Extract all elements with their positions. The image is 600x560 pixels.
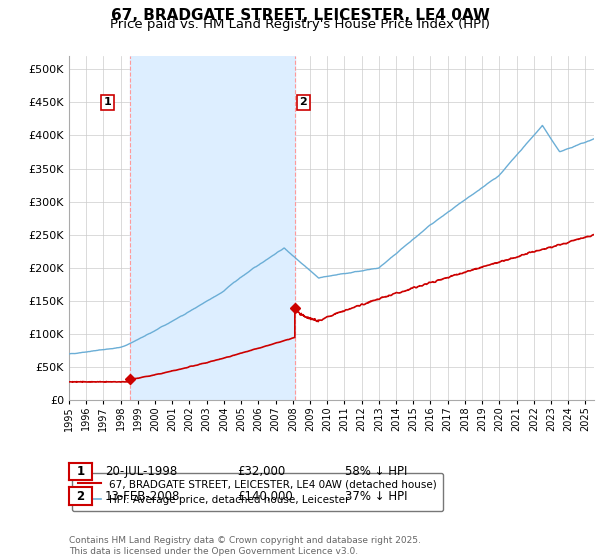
Text: Contains HM Land Registry data © Crown copyright and database right 2025.
This d: Contains HM Land Registry data © Crown c… bbox=[69, 536, 421, 556]
Text: £32,000: £32,000 bbox=[237, 465, 285, 478]
Text: 20-JUL-1998: 20-JUL-1998 bbox=[105, 465, 177, 478]
Text: £140,000: £140,000 bbox=[237, 489, 293, 503]
Text: 1: 1 bbox=[104, 97, 112, 108]
Text: 67, BRADGATE STREET, LEICESTER, LE4 0AW: 67, BRADGATE STREET, LEICESTER, LE4 0AW bbox=[110, 8, 490, 24]
Text: 2: 2 bbox=[76, 489, 85, 503]
Text: 58% ↓ HPI: 58% ↓ HPI bbox=[345, 465, 407, 478]
Text: 13-FEB-2008: 13-FEB-2008 bbox=[105, 489, 181, 503]
Bar bbox=[130, 56, 295, 400]
Legend: 67, BRADGATE STREET, LEICESTER, LE4 0AW (detached house), HPI: Average price, de: 67, BRADGATE STREET, LEICESTER, LE4 0AW … bbox=[71, 473, 443, 511]
Text: 37% ↓ HPI: 37% ↓ HPI bbox=[345, 489, 407, 503]
Text: 1: 1 bbox=[76, 465, 85, 478]
Text: 2: 2 bbox=[299, 97, 307, 108]
Text: Price paid vs. HM Land Registry's House Price Index (HPI): Price paid vs. HM Land Registry's House … bbox=[110, 18, 490, 31]
